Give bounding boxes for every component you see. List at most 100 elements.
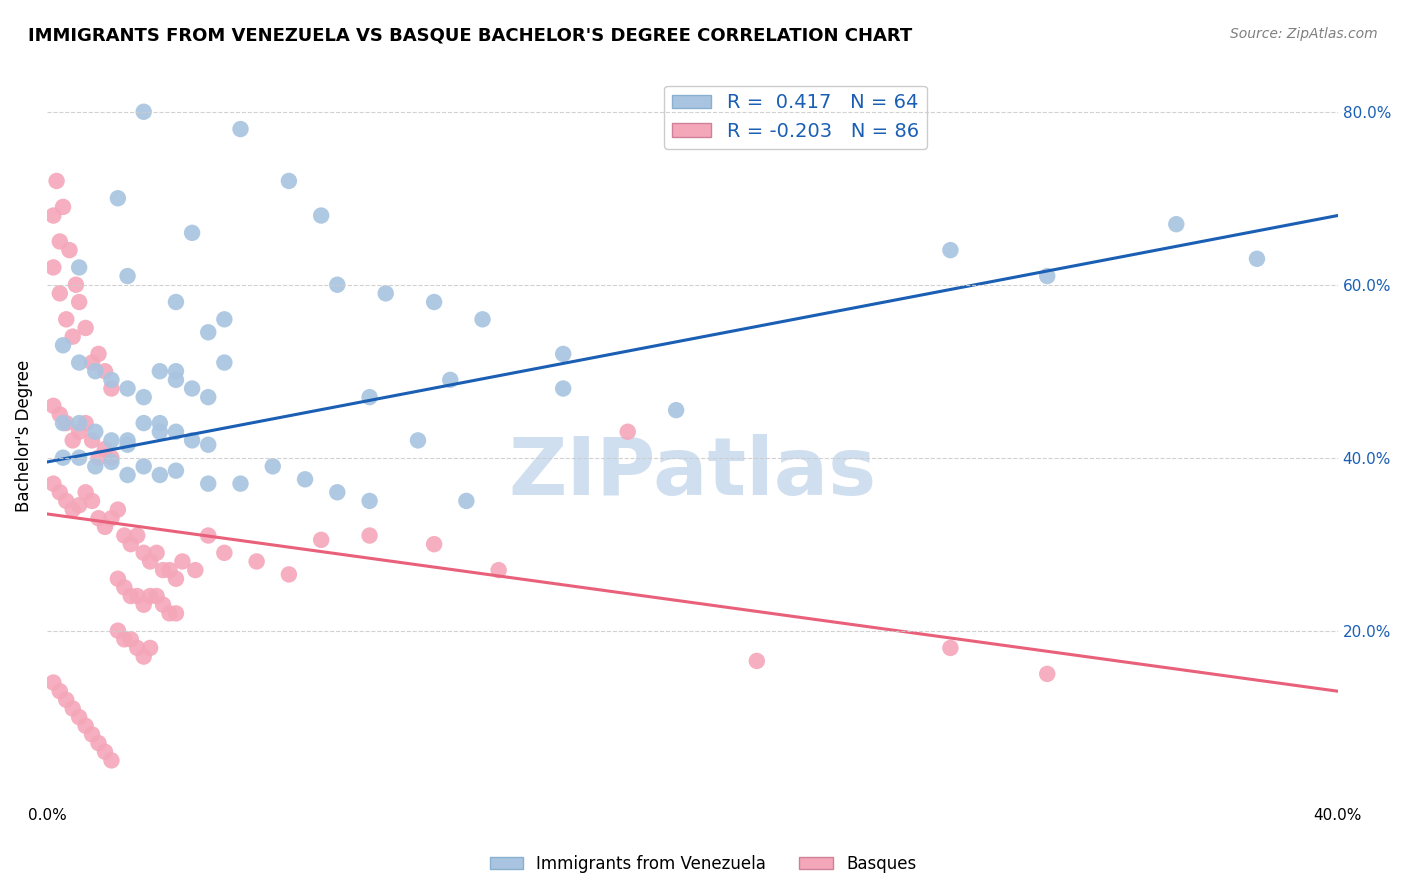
Point <box>84 364 107 378</box>
Point <box>49 684 72 698</box>
Point <box>117 434 139 448</box>
Point <box>127 589 149 603</box>
Point <box>100 511 122 525</box>
Point <box>139 589 162 603</box>
Point <box>75 485 97 500</box>
Point <box>87 511 110 525</box>
Point <box>939 640 962 655</box>
Point <box>165 607 187 621</box>
Y-axis label: Bachelor's Degree: Bachelor's Degree <box>15 360 32 512</box>
Point <box>107 191 129 205</box>
Point <box>100 450 122 465</box>
Point <box>277 567 299 582</box>
Point <box>75 719 97 733</box>
Point <box>165 572 187 586</box>
Point <box>75 321 97 335</box>
Point <box>229 122 252 136</box>
Point <box>80 355 103 369</box>
Point <box>84 459 107 474</box>
Point <box>49 408 72 422</box>
Point <box>181 226 204 240</box>
Point <box>87 450 110 465</box>
Point <box>439 373 461 387</box>
Point <box>52 338 75 352</box>
Text: Source: ZipAtlas.com: Source: ZipAtlas.com <box>1230 27 1378 41</box>
Point <box>165 295 187 310</box>
Point <box>165 364 187 378</box>
Point <box>84 425 107 439</box>
Point <box>94 442 117 456</box>
Point <box>1036 269 1059 284</box>
Point <box>745 654 768 668</box>
Point <box>127 640 149 655</box>
Point <box>62 329 84 343</box>
Point <box>149 364 172 378</box>
Point <box>149 425 172 439</box>
Point <box>49 485 72 500</box>
Point <box>100 373 122 387</box>
Point <box>87 736 110 750</box>
Point <box>117 438 139 452</box>
Point <box>67 425 90 439</box>
Point <box>132 416 155 430</box>
Point <box>62 502 84 516</box>
Point <box>145 546 167 560</box>
Point <box>94 745 117 759</box>
Point <box>112 581 135 595</box>
Point <box>55 693 77 707</box>
Point <box>67 355 90 369</box>
Point <box>665 403 688 417</box>
Point <box>294 472 316 486</box>
Point <box>246 554 269 568</box>
Point <box>197 326 219 340</box>
Point <box>55 312 77 326</box>
Text: ZIPatlas: ZIPatlas <box>508 434 876 512</box>
Point <box>139 640 162 655</box>
Point <box>149 467 172 482</box>
Point <box>100 455 122 469</box>
Point <box>229 476 252 491</box>
Point <box>159 563 181 577</box>
Point <box>94 520 117 534</box>
Point <box>55 494 77 508</box>
Point <box>145 589 167 603</box>
Point <box>120 537 142 551</box>
Point <box>107 502 129 516</box>
Point <box>488 563 510 577</box>
Point <box>107 624 129 638</box>
Point <box>165 425 187 439</box>
Point <box>132 649 155 664</box>
Point <box>553 347 575 361</box>
Point <box>117 382 139 396</box>
Point <box>112 632 135 647</box>
Point <box>52 450 75 465</box>
Point <box>939 243 962 257</box>
Point <box>117 269 139 284</box>
Point <box>374 286 396 301</box>
Point <box>165 464 187 478</box>
Point <box>359 390 381 404</box>
Point <box>616 425 638 439</box>
Point <box>152 598 174 612</box>
Point <box>1036 666 1059 681</box>
Point <box>62 701 84 715</box>
Point <box>65 277 87 292</box>
Point <box>100 382 122 396</box>
Point <box>214 312 236 326</box>
Point <box>80 434 103 448</box>
Point <box>45 174 67 188</box>
Point <box>149 416 172 430</box>
Point <box>159 607 181 621</box>
Point <box>80 727 103 741</box>
Point <box>184 563 207 577</box>
Point <box>42 209 65 223</box>
Point <box>326 485 349 500</box>
Point <box>423 537 446 551</box>
Point <box>67 260 90 275</box>
Legend: Immigrants from Venezuela, Basques: Immigrants from Venezuela, Basques <box>482 848 924 880</box>
Point <box>406 434 429 448</box>
Point <box>132 598 155 612</box>
Point <box>277 174 299 188</box>
Point <box>58 243 80 257</box>
Point <box>112 528 135 542</box>
